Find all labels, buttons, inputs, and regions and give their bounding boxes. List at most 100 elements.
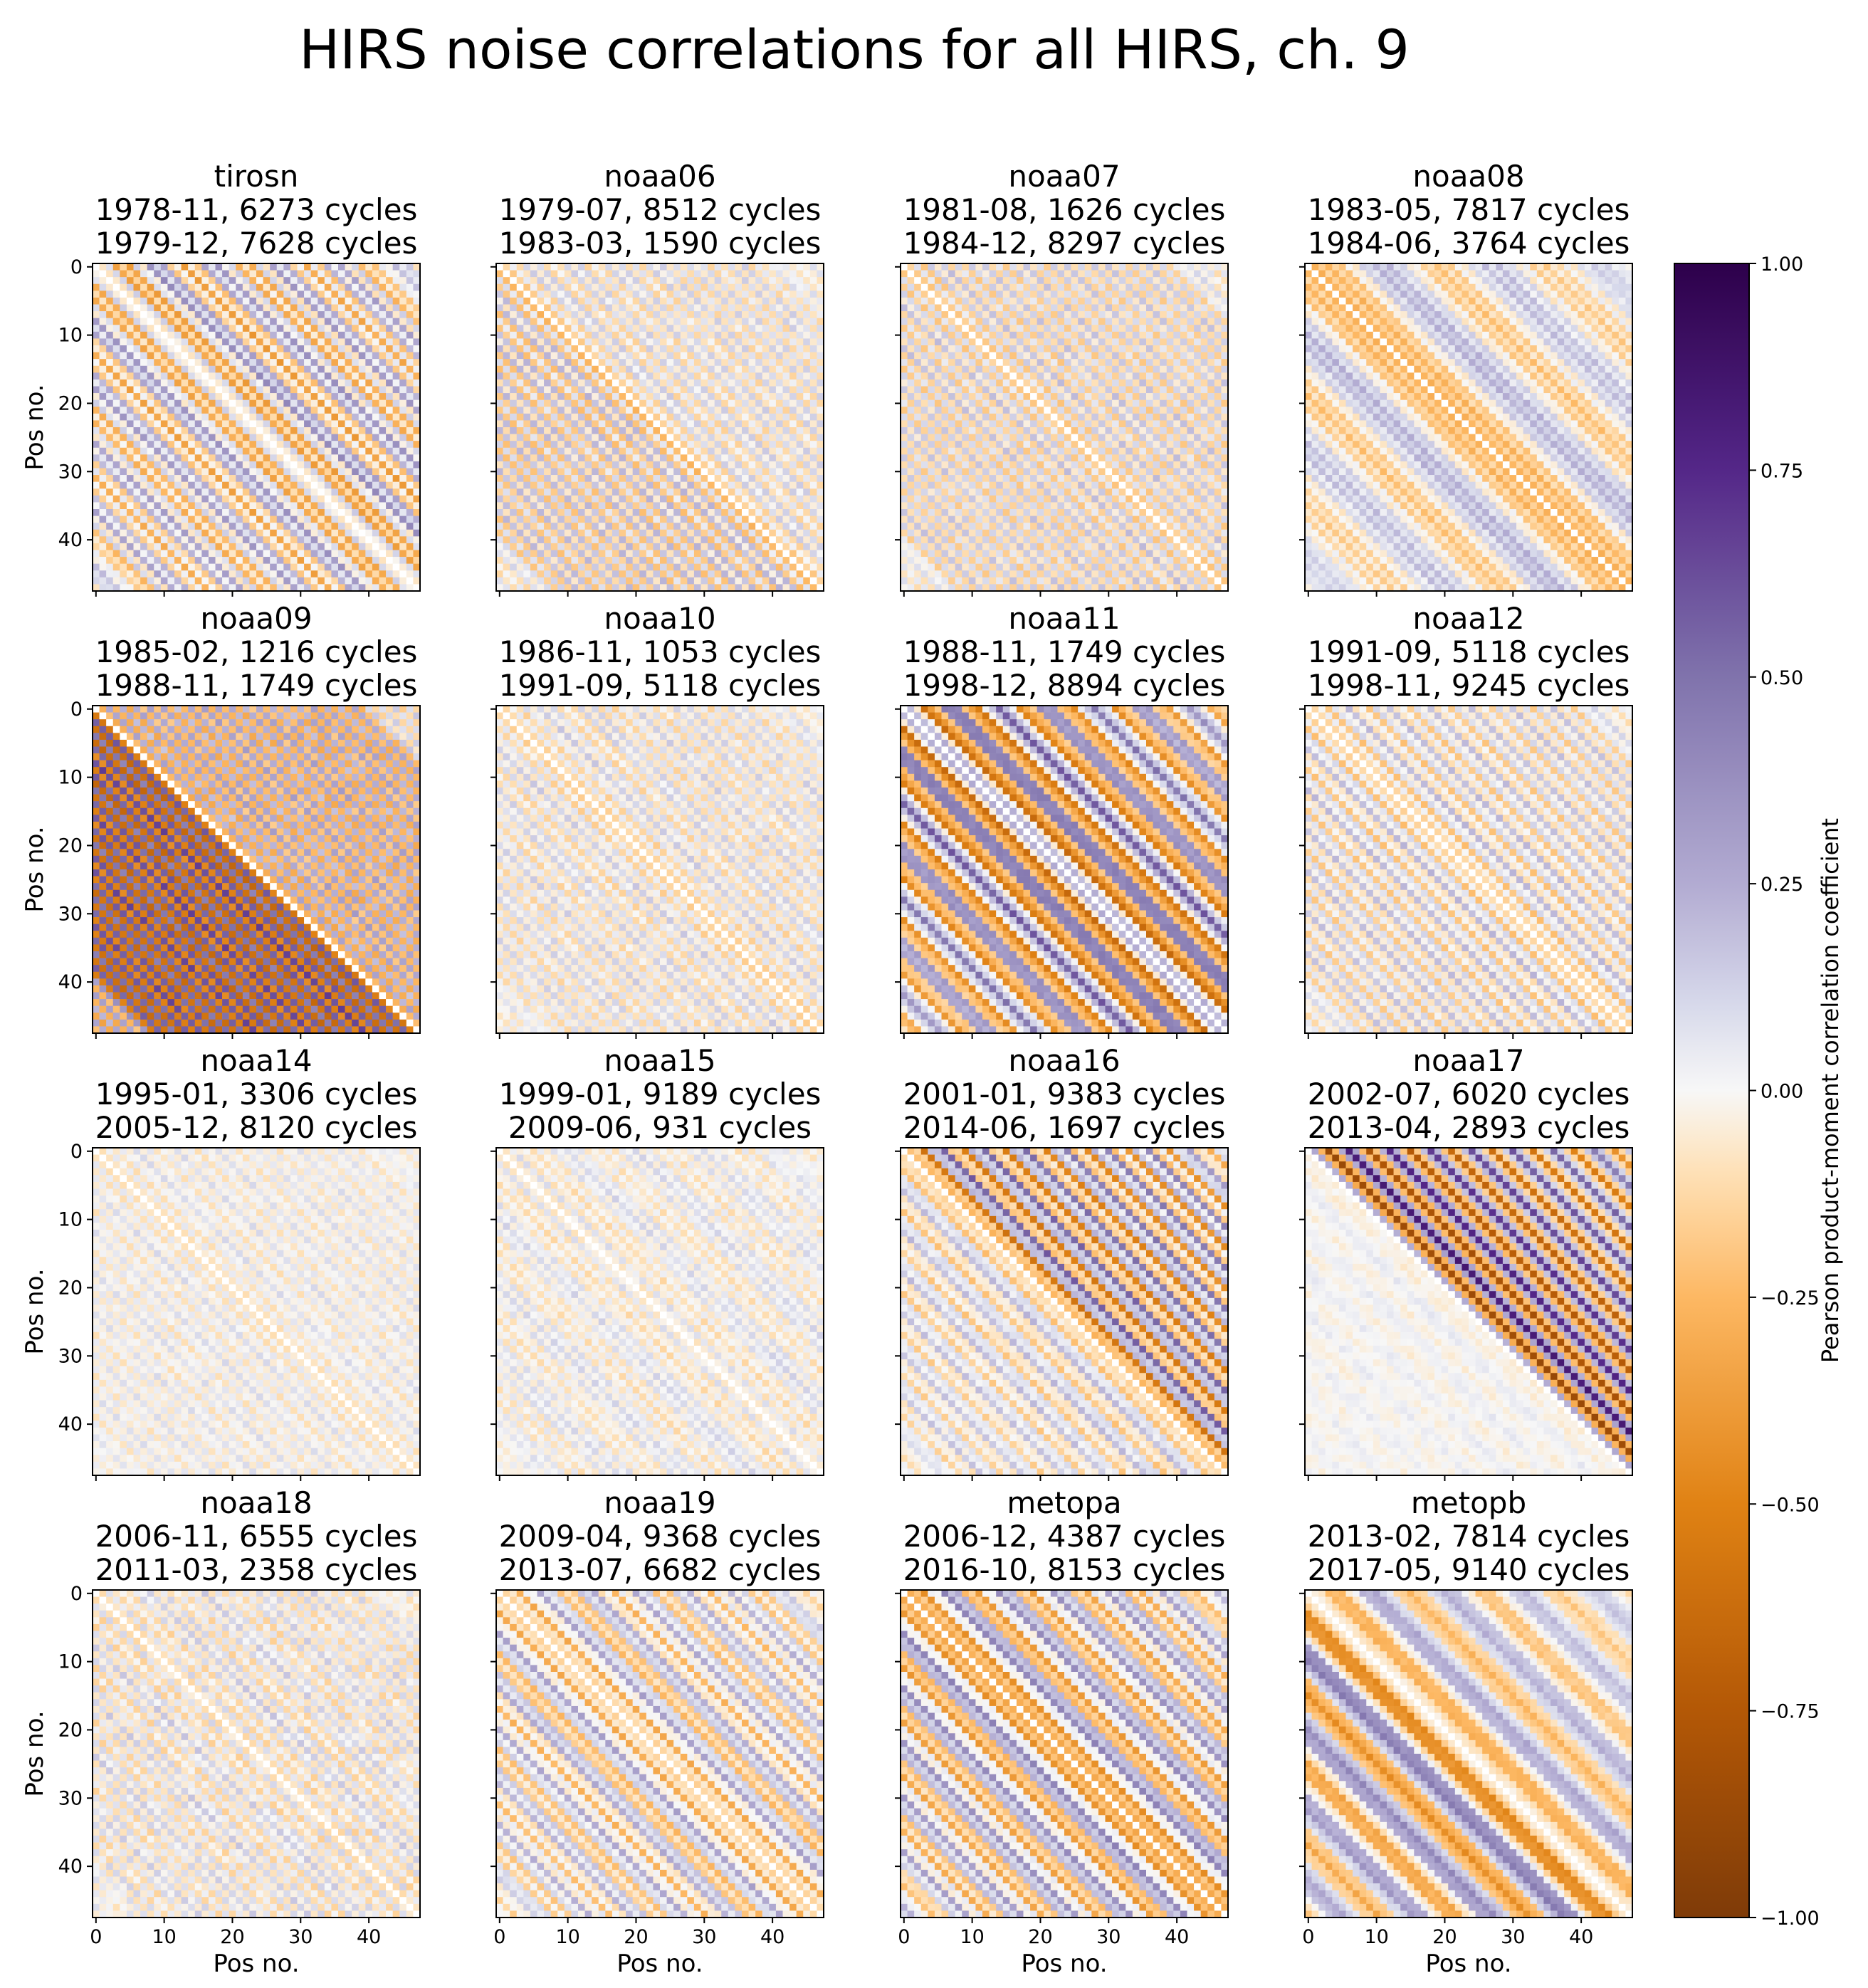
heatmap-cell — [318, 352, 325, 360]
heatmap-cell — [379, 311, 387, 318]
heatmap-cell — [338, 332, 345, 339]
heatmap-cell — [113, 284, 120, 291]
heatmap-cell — [386, 263, 393, 271]
heatmap-cell — [161, 380, 168, 387]
heatmap-cell — [113, 311, 120, 318]
heatmap-cell — [106, 318, 113, 325]
heatmap-cell — [331, 372, 338, 380]
heatmap-cell — [243, 305, 250, 312]
heatmap-cell — [345, 277, 352, 284]
heatmap-cell — [120, 318, 127, 325]
heatmap-cell — [106, 380, 113, 387]
heatmap-cell — [325, 298, 332, 305]
heatmap-cell — [263, 277, 271, 284]
heatmap-cell — [222, 393, 229, 400]
heatmap-cell — [359, 284, 366, 291]
heatmap-cell — [93, 414, 100, 421]
heatmap-cell — [100, 400, 107, 407]
heatmap-cell — [365, 298, 372, 305]
heatmap-cell — [161, 345, 168, 352]
heatmap-cell — [106, 414, 113, 421]
heatmap-cell — [325, 352, 332, 360]
heatmap-cell — [174, 291, 182, 298]
heatmap-cell — [93, 359, 100, 366]
heatmap-cell — [216, 263, 223, 271]
heatmap-cell — [222, 352, 229, 360]
heatmap-cell — [154, 345, 161, 352]
heatmap-cell — [195, 366, 202, 373]
heatmap-cell — [182, 414, 189, 421]
heatmap-cell — [256, 271, 263, 278]
heatmap-cell — [161, 298, 168, 305]
heatmap-cell — [249, 291, 256, 298]
heatmap-cell — [174, 298, 182, 305]
heatmap-cell — [243, 332, 250, 339]
heatmap-cell — [406, 318, 414, 325]
correlation-figure: HIRS noise correlations for all HIRS, ch… — [0, 0, 1868, 1988]
heatmap-cell — [201, 284, 209, 291]
heatmap-cell — [147, 291, 154, 298]
heatmap-cell — [352, 372, 359, 380]
heatmap-cell — [338, 271, 345, 278]
heatmap-cell — [331, 271, 338, 278]
heatmap-cell — [134, 338, 141, 345]
heatmap-cell — [93, 387, 100, 394]
heatmap-cell — [182, 305, 189, 312]
heatmap-cell — [325, 387, 332, 394]
heatmap-cell — [147, 400, 154, 407]
heatmap-cell — [201, 325, 209, 332]
heatmap-cell — [325, 263, 332, 271]
heatmap-cell — [338, 305, 345, 312]
heatmap-cell — [379, 277, 387, 284]
heatmap-cell — [399, 400, 406, 407]
heatmap-cell — [283, 325, 290, 332]
heatmap-cell — [413, 325, 420, 332]
heatmap-cell — [283, 291, 290, 298]
heatmap-cell — [127, 298, 134, 305]
heatmap-cell — [365, 284, 372, 291]
heatmap-cell — [236, 400, 243, 407]
heatmap-cell — [304, 380, 311, 387]
heatmap-cell — [120, 332, 127, 339]
heatmap-cell — [229, 345, 236, 352]
heatmap-cell — [304, 372, 311, 380]
heatmap-cell — [393, 284, 400, 291]
heatmap-cell — [372, 407, 379, 414]
heatmap-cell — [201, 277, 209, 284]
heatmap-cell — [161, 359, 168, 366]
heatmap-cell — [379, 400, 387, 407]
heatmap-cell — [338, 400, 345, 407]
heatmap-cell — [167, 414, 174, 421]
heatmap-cell — [318, 291, 325, 298]
heatmap-cell — [311, 407, 318, 414]
heatmap-cell — [154, 284, 161, 291]
heatmap-cell — [100, 338, 107, 345]
heatmap-cell — [154, 291, 161, 298]
heatmap-cell — [277, 284, 284, 291]
heatmap-cell — [311, 271, 318, 278]
heatmap-cell — [209, 352, 216, 360]
heatmap-cell — [120, 345, 127, 352]
heatmap-cell — [147, 298, 154, 305]
heatmap-cell — [413, 366, 420, 373]
heatmap-cell — [134, 387, 141, 394]
heatmap-cell — [147, 271, 154, 278]
heatmap-cell — [379, 318, 387, 325]
heatmap-cell — [406, 372, 414, 380]
heatmap-cell — [216, 380, 223, 387]
heatmap-cell — [188, 366, 195, 373]
heatmap-cell — [298, 359, 305, 366]
heatmap-cell — [372, 380, 379, 387]
heatmap-cell — [140, 345, 147, 352]
heatmap-cell — [236, 352, 243, 360]
heatmap-cell — [372, 332, 379, 339]
heatmap-cell — [174, 359, 182, 366]
heatmap-cell — [249, 345, 256, 352]
heatmap-cell — [222, 277, 229, 284]
heatmap-cell — [229, 366, 236, 373]
heatmap-cell — [216, 305, 223, 312]
heatmap-cell — [270, 345, 277, 352]
heatmap-cell — [256, 284, 263, 291]
heatmap-cell — [222, 372, 229, 380]
heatmap-cell — [161, 352, 168, 360]
